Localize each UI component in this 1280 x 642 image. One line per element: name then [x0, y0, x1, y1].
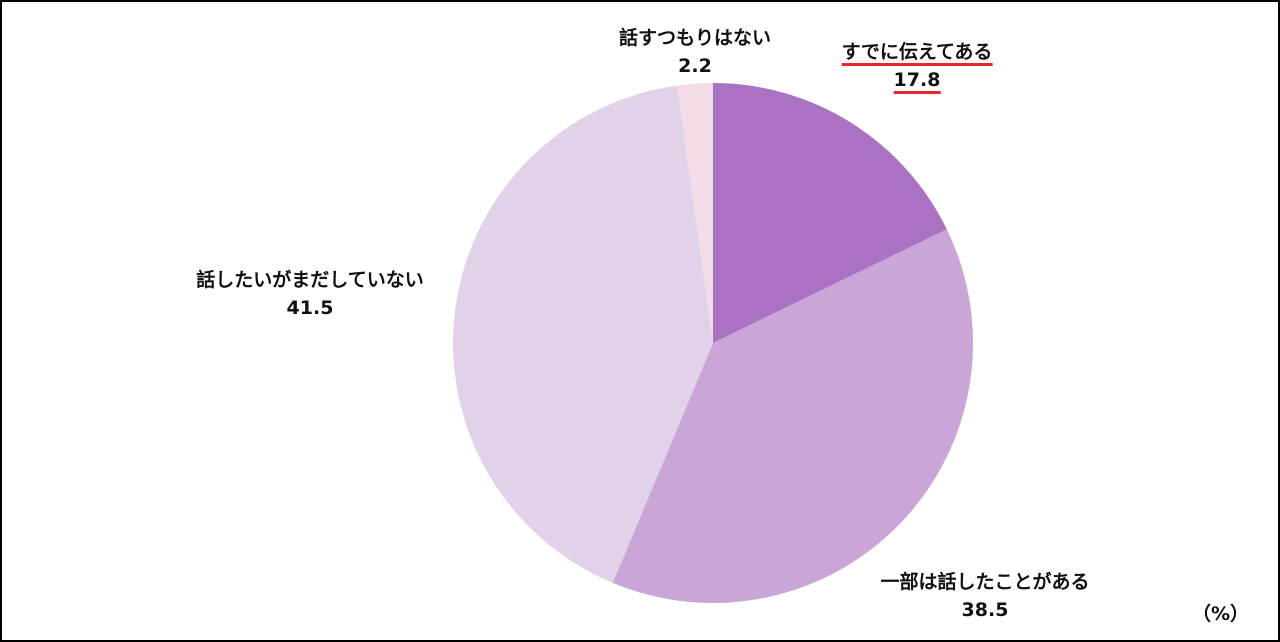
- label-text: 話したいがまだしていない: [196, 269, 424, 291]
- value-text: 2.2: [678, 55, 712, 77]
- slice-label-not-yet: 話したいがまだしていない 41.5: [196, 266, 423, 322]
- value-text: 38.5: [961, 599, 1009, 621]
- label-text: 話すつもりはない: [618, 27, 772, 49]
- pie-slice-1: [612, 229, 974, 603]
- label-text: すでに伝えてある: [841, 41, 993, 66]
- unit-label: （%）: [1192, 603, 1250, 625]
- value-text: 17.8: [893, 69, 941, 94]
- pie-slice-2: [452, 85, 713, 583]
- slice-label-partially-told: 一部は話したことがある 38.5: [880, 568, 1089, 624]
- label-text: 一部は話したことがある: [880, 571, 1090, 593]
- slice-label-no-intention: 話すつもりはない 2.2: [619, 24, 771, 80]
- pie-slice-3: [677, 83, 713, 343]
- pie-slice-0: [713, 83, 947, 343]
- value-text: 41.5: [286, 297, 334, 319]
- slice-label-already-told: すでに伝えてある 17.8: [841, 38, 993, 94]
